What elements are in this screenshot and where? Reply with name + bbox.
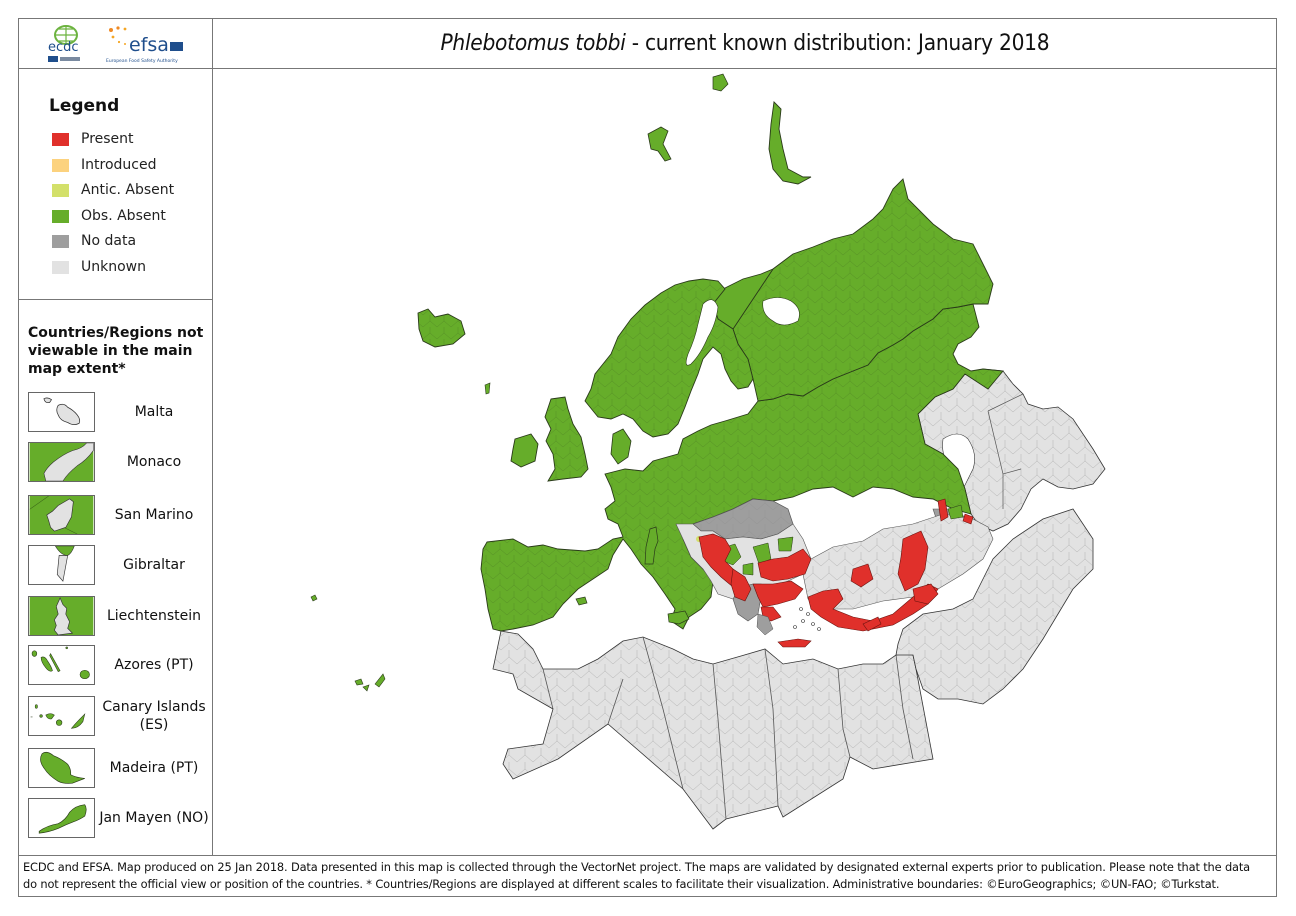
region-azores: Azores (PT) [28,645,212,685]
region-label: Jan Mayen (NO) [99,810,209,826]
canary-islands-thumbnail [28,696,95,736]
middle-east [895,508,1094,705]
present-regions [698,498,974,648]
legend-item-present: Present [52,131,134,147]
legend-item-obs-absent: Obs. Absent [52,208,166,224]
svg-text:ecdc: ecdc [48,40,79,55]
legend-item-no-data: No data [52,233,136,249]
liechtenstein-thumbnail [28,596,95,636]
distribution-map [310,73,1106,830]
malta-thumbnail [28,392,95,432]
svg-text:efsa: efsa [129,34,169,56]
legend-item-antic-absent: Antic. Absent [52,182,174,198]
unknown-swatch [52,260,69,274]
region-label: Gibraltar [123,557,185,573]
legend-title: Legend [49,96,120,116]
efsa-logo: efsa European Food Safety Authority [106,26,183,64]
legend-label: Obs. Absent [81,208,166,224]
region-label: Monaco [126,454,182,470]
region-canary-islands: Canary Islands (ES) [28,696,212,736]
greece-peloponnese [756,613,774,636]
title-suffix: - current known distribution: January 20… [625,30,1049,56]
obs-absent-swatch [52,209,69,223]
species-name: Phlebotomus tobbi [440,30,626,56]
ecdc-logo: ecdc [48,25,80,62]
region-label: San Marino [114,507,194,523]
footer-line-1: ECDC and EFSA. Map produced on 25 Jan 20… [23,860,1251,874]
region-madeira: Madeira (PT) [28,748,212,788]
region-liechtenstein: Liechtenstein [28,596,212,636]
legend-label: Introduced [81,157,157,173]
azores-thumbnail [28,645,95,685]
madeira-thumbnail [28,748,95,788]
svg-text:European Food Safety Authority: European Food Safety Authority [106,58,178,64]
atlantic-islands [310,594,386,692]
region-label: Malta [134,404,174,420]
logos: ecdc efsa European Food Safety Authority [48,25,183,64]
legend-panel: Legend Present Introduced Antic. Absent … [18,68,212,300]
europe-obs-absent [417,73,1004,632]
aegean-islands [793,607,821,631]
monaco-thumbnail [28,442,95,482]
present-swatch [52,132,69,146]
gibraltar-thumbnail [28,545,95,585]
map-title: Phlebotomus tobbi - current known distri… [440,31,1049,56]
no-data-regions [692,498,966,622]
region-label: Liechtenstein [106,608,201,624]
map-canvas[interactable] [213,69,1276,855]
map-frame [18,18,1277,897]
region-label: Azores (PT) [114,657,194,673]
region-label: Madeira (PT) [109,760,199,776]
introduced-swatch [52,158,69,172]
legend-label: No data [81,233,137,249]
regions-title: Countries/Regions not viewable in the ma… [28,325,204,377]
jan-mayen-thumbnail [28,798,95,838]
legend-item-introduced: Introduced [52,157,156,173]
sidebar: Legend Present Introduced Antic. Absent … [18,68,213,856]
legend-item-unknown: Unknown [52,259,146,275]
legend-label: Antic. Absent [81,182,175,198]
region-malta: Malta [28,392,212,432]
antic-absent-swatch [52,183,69,197]
title-bar: Phlebotomus tobbi - current known distri… [212,18,1277,69]
footer-credits: ECDC and EFSA. Map produced on 25 Jan 20… [18,855,1277,897]
san-marino-thumbnail [28,495,95,535]
legend-label: Unknown [81,259,146,275]
footer-line-2: do not represent the official view or po… [23,877,1220,891]
legend-label: Present [81,131,134,147]
region-label: Canary Islands (ES) [102,699,206,733]
region-jan-mayen: Jan Mayen (NO) [28,798,212,838]
region-san-marino: San Marino [28,495,212,535]
obs-absent-balkan-patches [696,504,964,576]
logo-panel: ecdc efsa European Food Safety Authority [18,18,213,69]
region-gibraltar: Gibraltar [28,545,212,585]
no-data-swatch [52,234,69,248]
north-africa [492,630,934,830]
region-monaco: Monaco [28,442,212,482]
